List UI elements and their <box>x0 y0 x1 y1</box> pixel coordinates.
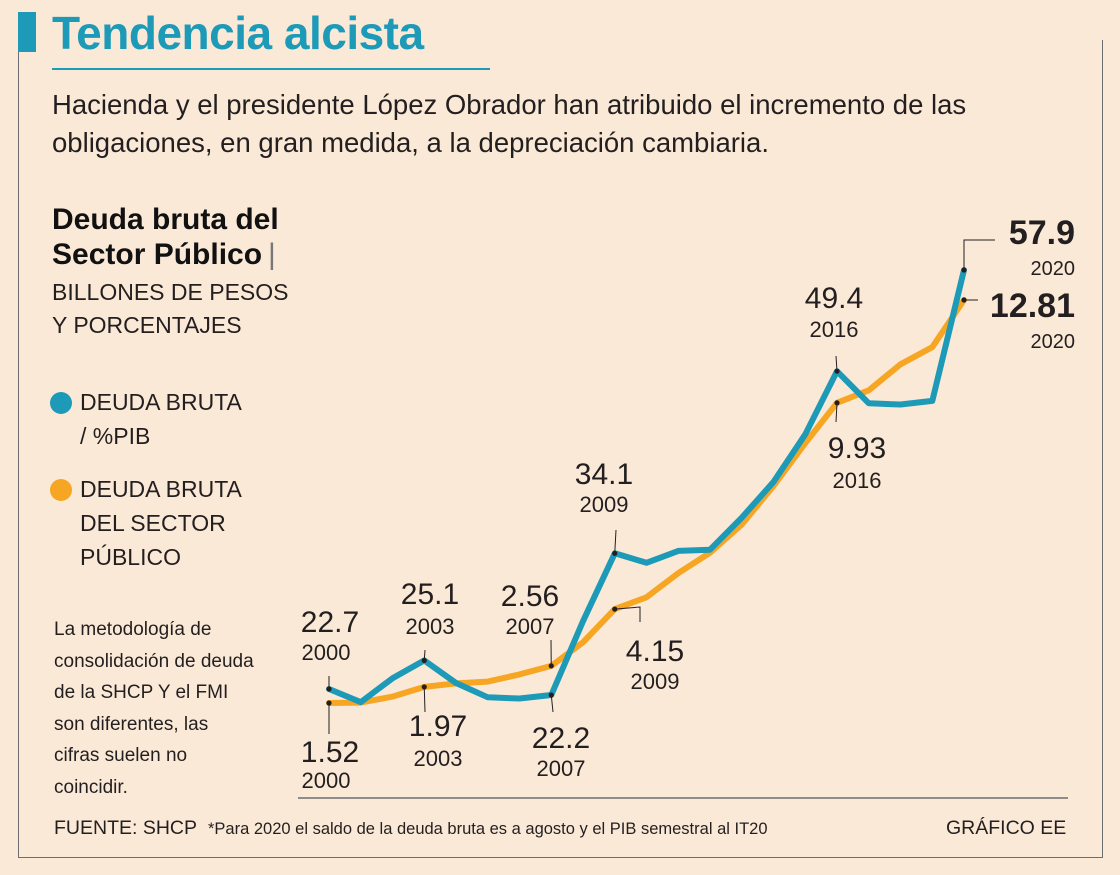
annotation-1-20: 12.81 2020 <box>961 287 1075 353</box>
annotation-value-label: 57.9 <box>1009 214 1075 252</box>
annotation-point-marker <box>548 663 554 669</box>
annotation-point-marker <box>961 267 967 273</box>
legend-dot-blue <box>50 392 72 414</box>
legend-label-line: PÚBLICO <box>80 544 181 570</box>
graphic-frame <box>18 40 1103 858</box>
chart-units: BILLONES DE PESOS Y PORCENTAJES <box>52 279 289 338</box>
annotation-value-label: 2.56 <box>501 580 559 613</box>
annotation-value-label: 12.81 <box>990 287 1075 325</box>
annotation-point-marker <box>421 657 427 664</box>
annotation-leader-line <box>614 529 617 554</box>
annotation-value-label: 34.1 <box>575 458 633 491</box>
methodology-note: La metodología de consolidación de deuda… <box>54 619 254 798</box>
annotation-point-marker <box>612 606 618 612</box>
subtitle: Hacienda y el presidente López Obrador h… <box>52 89 967 158</box>
annotation-value-label: 49.4 <box>805 282 863 315</box>
annotation-1-3: 1.97 2003 <box>409 684 467 771</box>
annotation-year-label: 2000 <box>302 640 351 665</box>
title-accent-bar <box>18 12 36 52</box>
annotation-year-label: 2009 <box>631 669 680 694</box>
legend-label-line: DEL SECTOR <box>80 510 226 536</box>
annotation-year-label: 2007 <box>537 756 586 781</box>
annotation-value-label: 1.97 <box>409 710 467 743</box>
series-layer <box>326 267 967 706</box>
annotation-leader-line <box>835 402 838 423</box>
annotation-point-marker <box>326 686 332 692</box>
annotation-value-label: 4.15 <box>626 635 684 668</box>
annotation-0-20: 57.9 2020 <box>961 214 1075 280</box>
annotation-value-label: 22.7 <box>301 606 359 639</box>
legend-item-deuda-sector: DEUDA BRUTA DEL SECTOR PÚBLICO <box>50 472 290 574</box>
graphic-credit: GRÁFICO EE <box>946 817 1067 839</box>
annotation-point-marker <box>612 550 618 556</box>
chart-title-text: Deuda bruta del Sector Público <box>52 203 279 271</box>
annotation-year-label: 2016 <box>833 468 882 493</box>
annotation-1-16: 9.93 2016 <box>828 400 886 493</box>
annotation-value-label: 1.52 <box>301 736 359 769</box>
page-title: Tendencia alcista <box>52 7 424 59</box>
annotation-point-marker <box>834 368 840 374</box>
legend-label-line: DEUDA BRUTA <box>80 389 242 415</box>
legend-label-line: DEUDA BRUTA <box>80 476 242 502</box>
annotation-year-label: 2000 <box>302 768 351 793</box>
title-underline <box>52 68 490 70</box>
annotation-leader-line <box>963 239 995 270</box>
annotation-year-label: 2007 <box>506 614 555 639</box>
annotation-value-label: 9.93 <box>828 432 886 465</box>
chart-title: Deuda bruta del Sector Público | <box>52 202 352 272</box>
annotation-leader-line <box>423 686 426 713</box>
legend-item-deuda-pib: DEUDA BRUTA / %PIB <box>50 385 290 453</box>
annotation-layer: 22.7200025.1200322.2200734.1200949.42016… <box>301 214 1075 793</box>
annotation-value-label: 22.2 <box>532 722 590 755</box>
annotation-year-label: 2003 <box>406 614 455 639</box>
annotation-leader-line <box>614 606 641 622</box>
series-line-deuda-pib <box>326 267 967 706</box>
annotation-point-marker <box>834 400 840 406</box>
legend-dot-orange <box>50 479 72 501</box>
legend-label-line: / %PIB <box>80 423 151 449</box>
annotation-value-label: 25.1 <box>401 578 459 611</box>
annotation-year-label: 2020 <box>1031 331 1076 353</box>
annotation-year-label: 2020 <box>1031 258 1076 280</box>
annotation-year-label: 2009 <box>580 492 629 517</box>
annotation-year-label: 2003 <box>414 746 463 771</box>
footnote: *Para 2020 el saldo de la deuda bruta es… <box>208 820 768 838</box>
annotation-point-marker <box>961 297 967 303</box>
annotation-leader-line <box>550 694 554 713</box>
source-label: FUENTE: SHCP <box>54 817 198 839</box>
annotation-point-marker <box>326 700 332 706</box>
annotation-year-label: 2016 <box>810 317 859 342</box>
annotation-point-marker <box>421 684 427 690</box>
chart-title-separator: | <box>268 238 276 271</box>
annotation-point-marker <box>548 692 554 698</box>
annotation-0-3: 25.1 2003 <box>401 578 459 664</box>
